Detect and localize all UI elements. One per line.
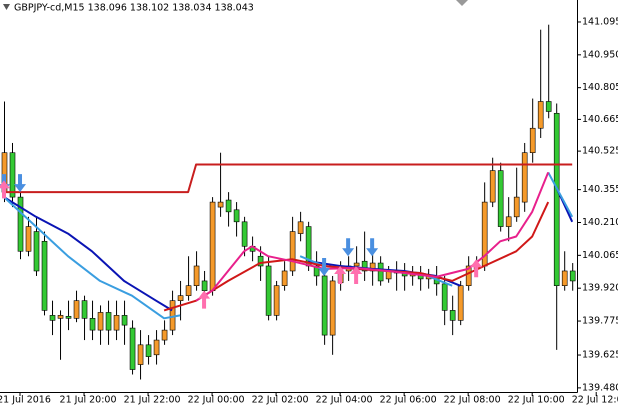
candle-body bbox=[145, 344, 152, 357]
down-arrow bbox=[318, 257, 331, 276]
candle-body bbox=[457, 285, 464, 321]
candle-body bbox=[201, 280, 208, 291]
y-tick-label: 140.525 bbox=[582, 146, 618, 157]
candle-body bbox=[209, 201, 216, 291]
y-tick-label: 139.625 bbox=[582, 350, 618, 361]
y-tick-label: 139.920 bbox=[582, 283, 618, 294]
candle-body bbox=[89, 318, 96, 331]
candle-body bbox=[65, 315, 72, 319]
up-arrow bbox=[350, 265, 363, 284]
candle-body bbox=[49, 315, 56, 321]
candle-body bbox=[257, 255, 264, 267]
shift-marker[interactable] bbox=[456, 0, 468, 6]
candle-body bbox=[489, 170, 496, 203]
down-arrow bbox=[342, 238, 355, 257]
down-arrow bbox=[366, 238, 379, 257]
candle-body bbox=[465, 265, 472, 287]
y-tick-label: 140.355 bbox=[582, 184, 618, 195]
candle-body bbox=[97, 312, 104, 331]
candle-body bbox=[561, 270, 568, 287]
candle-body bbox=[153, 339, 160, 356]
candle-body bbox=[529, 127, 536, 154]
candle-body bbox=[17, 196, 24, 252]
candle-body bbox=[41, 240, 48, 311]
x-tick-label: 22 Jul 04:00 bbox=[316, 395, 373, 406]
x-tick-label: 21 Jul 2016 bbox=[0, 395, 51, 406]
candle-body bbox=[193, 265, 200, 287]
candle-body bbox=[105, 312, 112, 331]
candle-body bbox=[537, 101, 544, 129]
candle-body bbox=[169, 300, 176, 331]
y-tick-label: 139.775 bbox=[582, 316, 618, 327]
down-arrow bbox=[14, 174, 27, 193]
x-tick-label: 22 Jul 12:00 bbox=[572, 395, 618, 406]
candle-body bbox=[217, 201, 224, 208]
candle-body bbox=[241, 221, 248, 247]
candle-body bbox=[513, 196, 520, 218]
candle-body bbox=[273, 285, 280, 316]
candle-body bbox=[233, 209, 240, 223]
indicator-line bbox=[4, 163, 573, 194]
candle-body bbox=[185, 285, 192, 296]
candle-body bbox=[25, 226, 32, 252]
chart-title: GBPJPY-cd,M15 138.096 138.102 138.034 13… bbox=[14, 3, 254, 14]
candle-body bbox=[265, 265, 272, 316]
y-tick-label: 141.095 bbox=[582, 16, 618, 27]
x-tick-label: 22 Jul 10:00 bbox=[508, 395, 565, 406]
candle-body bbox=[121, 315, 128, 326]
candle-body bbox=[297, 221, 304, 234]
candle-body bbox=[73, 300, 80, 319]
up-arrow bbox=[470, 259, 483, 278]
candle-body bbox=[281, 270, 288, 287]
candle-body bbox=[57, 315, 64, 319]
up-arrow bbox=[334, 265, 347, 284]
candle-body bbox=[441, 283, 448, 311]
candle-body bbox=[553, 112, 560, 287]
y-tick-label: 140.665 bbox=[582, 114, 618, 125]
y-tick-label: 140.950 bbox=[582, 49, 618, 60]
x-tick-label: 22 Jul 08:00 bbox=[444, 395, 501, 406]
candle-body bbox=[129, 327, 136, 370]
candle-body bbox=[353, 262, 360, 267]
candle-body bbox=[361, 260, 368, 272]
candle-body bbox=[225, 199, 232, 213]
x-tick-label: 21 Jul 20:00 bbox=[60, 395, 117, 406]
candle-body bbox=[505, 216, 512, 227]
x-tick-label: 22 Jul 06:00 bbox=[380, 395, 437, 406]
candle-body bbox=[113, 315, 120, 331]
candle-body bbox=[81, 300, 88, 319]
candle-body bbox=[313, 265, 320, 277]
y-tick-label: 140.805 bbox=[582, 82, 618, 93]
candle-body bbox=[377, 262, 384, 282]
candle-body bbox=[329, 280, 336, 336]
up-arrow bbox=[0, 180, 11, 199]
candle-body bbox=[497, 170, 504, 227]
y-tick-label: 140.210 bbox=[582, 217, 618, 228]
candle-body bbox=[321, 275, 328, 336]
candle-body bbox=[137, 344, 144, 365]
x-tick-label: 22 Jul 02:00 bbox=[252, 395, 309, 406]
candle-body bbox=[177, 295, 184, 301]
up-arrow bbox=[198, 290, 211, 309]
y-tick-label: 139.480 bbox=[582, 382, 618, 393]
x-tick-label: 21 Jul 22:00 bbox=[124, 395, 181, 406]
menu-icon[interactable] bbox=[3, 4, 10, 10]
y-tick-label: 140.065 bbox=[582, 250, 618, 261]
candle-body bbox=[545, 101, 552, 112]
candle-body bbox=[289, 231, 296, 272]
candle-body bbox=[33, 231, 40, 272]
candle-body bbox=[569, 270, 576, 282]
x-tick-label: 22 Jul 00:00 bbox=[188, 395, 245, 406]
candle-body bbox=[161, 329, 168, 341]
candle-body bbox=[521, 152, 528, 203]
candle-body bbox=[449, 310, 456, 321]
candle-body bbox=[9, 152, 16, 198]
